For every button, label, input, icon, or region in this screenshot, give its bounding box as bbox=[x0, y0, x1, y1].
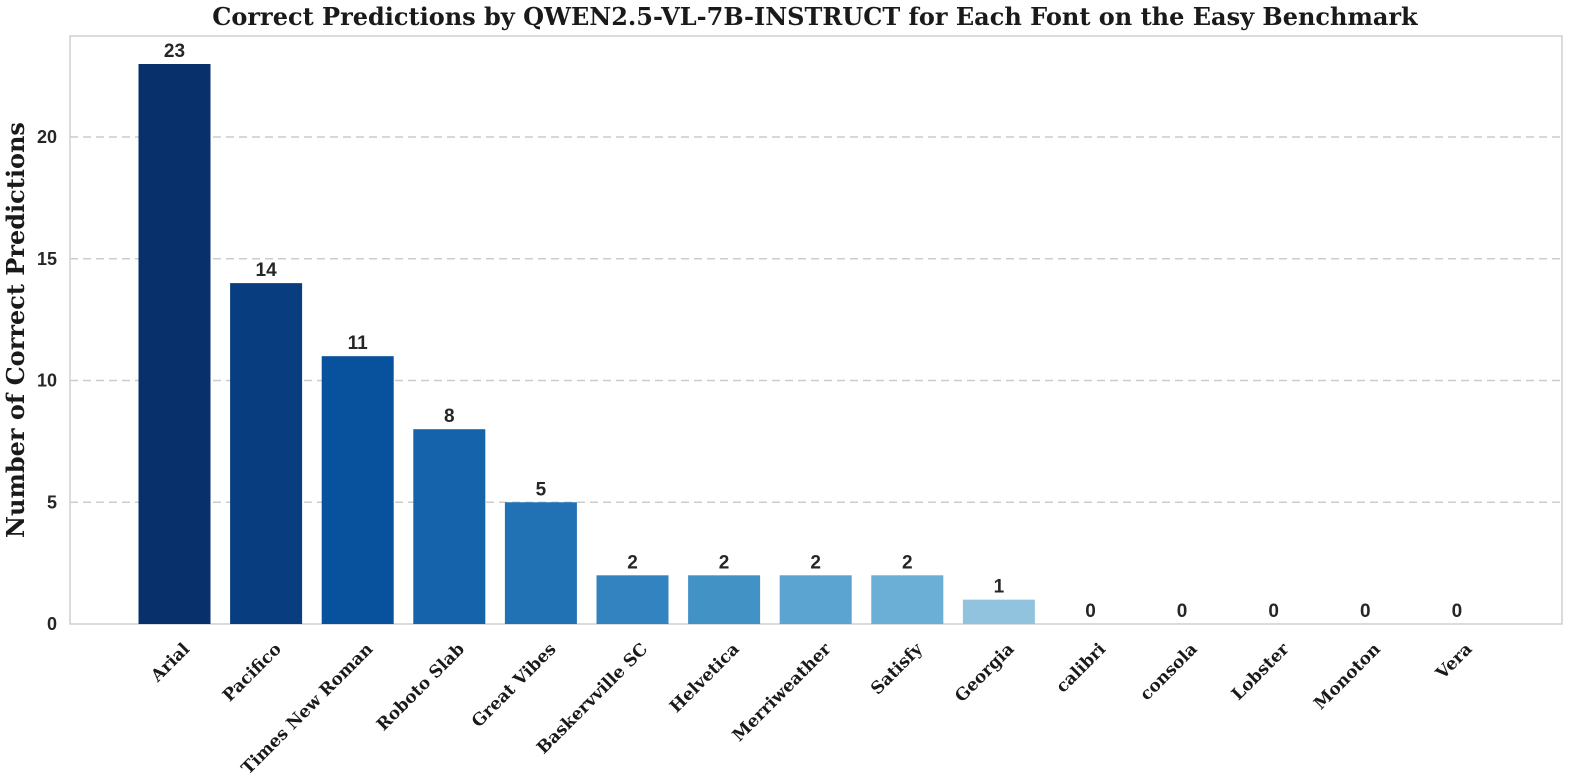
data-label: 8 bbox=[444, 406, 455, 427]
x-tick-label: Lobster bbox=[1228, 639, 1294, 705]
bar-pacifico bbox=[230, 283, 303, 624]
chart-title: Correct Predictions by QWEN2.5-VL-7B-INS… bbox=[212, 2, 1419, 31]
y-tick-label: 15 bbox=[37, 249, 57, 269]
data-label-layer: 23 14 11 8 5 2 2 2 2 1 0 0 0 0 0 bbox=[164, 41, 1462, 622]
grid-layer bbox=[70, 136, 1562, 504]
bar-times-new-roman bbox=[321, 356, 394, 624]
x-tick-label: Arial bbox=[147, 639, 195, 687]
x-tick-label: Helvetica bbox=[666, 639, 744, 717]
data-label: 1 bbox=[994, 577, 1005, 598]
data-label: 0 bbox=[1452, 601, 1463, 622]
x-tick-label: Merriweather bbox=[729, 639, 836, 746]
data-label: 2 bbox=[810, 552, 821, 573]
x-tick-label: calibri bbox=[1052, 639, 1110, 697]
data-label: 2 bbox=[627, 552, 638, 573]
x-tick-label: Vera bbox=[1432, 639, 1477, 684]
data-label: 0 bbox=[1085, 601, 1096, 622]
data-label: 11 bbox=[348, 333, 369, 354]
y-tick-label: 5 bbox=[47, 492, 57, 512]
bar-merriweather bbox=[779, 575, 852, 624]
bar-arial bbox=[138, 64, 211, 624]
y-tick-label: 0 bbox=[47, 614, 57, 634]
bar-roboto-slab bbox=[413, 429, 486, 624]
y-axis: 0 5 10 15 20 bbox=[37, 127, 57, 634]
bar-layer bbox=[138, 64, 1035, 624]
y-tick-label: 10 bbox=[37, 371, 57, 391]
bar-helvetica bbox=[688, 575, 761, 624]
bar-baskervville-sc bbox=[596, 575, 669, 624]
y-tick-label: 20 bbox=[37, 127, 57, 147]
y-axis-label: Number of Correct Predictions bbox=[1, 122, 30, 538]
x-tick-label: consola bbox=[1136, 639, 1201, 704]
bar-georgia bbox=[962, 599, 1035, 624]
data-label: 5 bbox=[536, 479, 547, 500]
data-label: 14 bbox=[256, 260, 278, 281]
x-tick-label: Monoton bbox=[1310, 639, 1385, 714]
x-tick-label: Great Vibes bbox=[468, 639, 560, 731]
data-label: 0 bbox=[1360, 601, 1371, 622]
data-label: 2 bbox=[902, 552, 913, 573]
x-tick-label: Georgia bbox=[951, 639, 1018, 706]
x-tick-label: Satisfy bbox=[867, 639, 927, 699]
x-tick-label: Roboto Slab bbox=[373, 639, 469, 735]
data-label: 2 bbox=[719, 552, 730, 573]
data-label: 23 bbox=[164, 41, 185, 62]
bar-satisfy bbox=[871, 575, 944, 624]
x-tick-label: Pacifico bbox=[219, 639, 286, 706]
data-label: 0 bbox=[1177, 601, 1188, 622]
data-label: 0 bbox=[1268, 601, 1279, 622]
bar-great-vibes bbox=[504, 502, 577, 624]
